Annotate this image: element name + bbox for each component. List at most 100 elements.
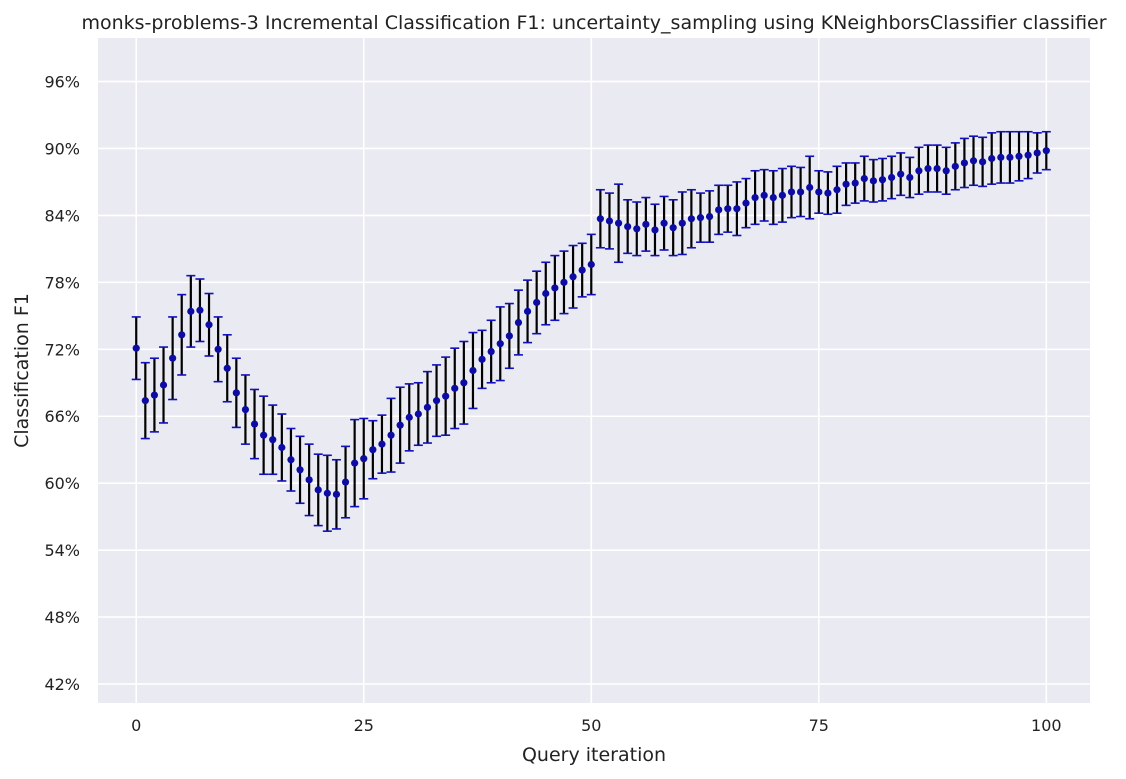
data-point: [915, 167, 923, 175]
data-point: [533, 298, 541, 307]
data-point: [742, 199, 750, 207]
data-point: [332, 490, 341, 498]
data-point: [778, 191, 786, 199]
data-point: [141, 397, 149, 405]
x-axis-label: Query iteration: [522, 744, 666, 766]
data-point: [178, 331, 186, 339]
data-point: [223, 364, 231, 372]
data-point: [278, 443, 286, 452]
data-point: [869, 177, 877, 185]
data-point: [205, 321, 213, 329]
y-axis-ticks: 42% 48% 54% 60% 66% 72% 78% 84% 90% 96%: [44, 73, 80, 695]
x-tick-label: 0: [131, 716, 141, 735]
y-tick-label: 72%: [44, 340, 80, 359]
data-point: [351, 459, 359, 467]
data-point: [715, 206, 723, 214]
data-point: [560, 278, 568, 286]
y-axis-label: Classification F1: [11, 293, 33, 448]
data-point: [505, 332, 513, 340]
data-point: [387, 431, 395, 439]
data-point: [369, 446, 377, 454]
data-point: [1024, 151, 1032, 159]
data-point: [514, 318, 523, 327]
data-point: [241, 405, 250, 414]
data-point: [897, 170, 905, 178]
data-point: [988, 154, 996, 163]
data-point: [687, 215, 695, 223]
x-tick-label: 75: [809, 716, 829, 735]
data-point: [305, 476, 313, 484]
data-point: [260, 431, 268, 439]
data-point: [169, 354, 177, 362]
data-point: [542, 289, 550, 298]
data-point: [624, 222, 632, 231]
data-point: [906, 173, 914, 182]
data-point: [1042, 147, 1050, 155]
data-point: [296, 466, 304, 474]
y-tick-label: 48%: [44, 608, 80, 627]
data-point: [842, 180, 850, 188]
data-point: [360, 455, 368, 463]
data-point: [760, 191, 768, 199]
data-point: [960, 159, 969, 167]
data-point: [432, 397, 441, 405]
data-point: [796, 188, 805, 196]
data-point: [605, 217, 614, 225]
data-point: [979, 158, 987, 166]
data-point: [1015, 152, 1023, 160]
data-point: [596, 215, 604, 223]
data-point: [159, 381, 168, 389]
data-point: [587, 260, 595, 269]
chart-title: monks-problems-3 Incremental Classificat…: [81, 12, 1106, 34]
data-point: [705, 212, 714, 221]
data-point: [733, 205, 741, 213]
data-point: [451, 384, 459, 392]
y-tick-label: 90%: [44, 139, 80, 158]
data-point: [269, 436, 277, 444]
data-point: [396, 421, 404, 429]
data-point: [942, 167, 950, 175]
data-point: [469, 366, 477, 375]
y-tick-label: 96%: [44, 73, 80, 92]
data-point: [496, 340, 504, 348]
y-tick-label: 78%: [44, 273, 80, 292]
data-point: [214, 345, 222, 353]
data-point: [633, 225, 641, 233]
x-tick-label: 100: [1031, 716, 1062, 735]
grid-lines: [98, 38, 1090, 703]
data-point: [523, 307, 532, 315]
data-points: [132, 147, 1050, 498]
data-point: [323, 489, 331, 497]
data-point: [815, 188, 823, 196]
x-tick-label: 50: [581, 716, 601, 735]
data-point: [888, 173, 896, 182]
data-point: [478, 355, 486, 363]
x-tick-label: 25: [354, 716, 374, 735]
data-point: [696, 214, 705, 222]
data-point: [442, 392, 450, 400]
data-point: [378, 440, 386, 448]
data-point: [187, 307, 195, 315]
data-point: [487, 347, 495, 356]
y-tick-label: 42%: [44, 675, 80, 694]
data-point: [997, 153, 1005, 161]
data-point: [851, 179, 859, 187]
data-point: [860, 174, 868, 183]
data-point: [678, 219, 686, 227]
data-point: [460, 379, 468, 387]
data-point: [769, 193, 777, 202]
data-point: [287, 456, 295, 464]
data-point: [132, 344, 140, 352]
x-axis-ticks: 0 25 50 75 100: [131, 716, 1061, 735]
data-point: [969, 157, 978, 165]
data-point: [314, 486, 322, 494]
data-point: [951, 162, 959, 170]
plot-background: [98, 38, 1090, 703]
data-point: [833, 186, 841, 194]
data-point: [614, 219, 623, 227]
data-point: [232, 389, 240, 397]
data-point: [924, 164, 932, 173]
y-tick-label: 66%: [44, 407, 80, 426]
